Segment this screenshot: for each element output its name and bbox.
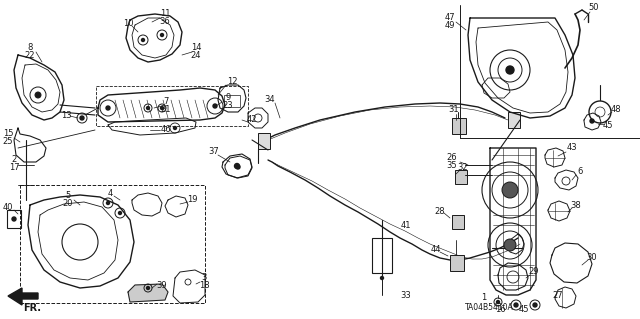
Circle shape	[173, 127, 177, 130]
Text: 12: 12	[227, 78, 237, 86]
Circle shape	[533, 303, 537, 307]
Circle shape	[497, 300, 499, 303]
Circle shape	[506, 66, 514, 74]
Text: 16: 16	[495, 306, 506, 315]
Text: 46: 46	[161, 125, 172, 135]
Bar	[372, 238, 392, 273]
Circle shape	[502, 182, 518, 198]
Text: 8: 8	[28, 43, 33, 53]
Text: 19: 19	[187, 196, 197, 204]
Text: 20: 20	[63, 199, 73, 209]
Text: 2: 2	[12, 155, 17, 165]
Text: 44: 44	[431, 246, 441, 255]
Text: TA04B5410A: TA04B5410A	[465, 303, 514, 313]
Circle shape	[106, 106, 110, 110]
Text: 24: 24	[191, 51, 201, 61]
Bar	[7, 210, 21, 228]
Text: 23: 23	[223, 101, 234, 110]
Bar	[452, 118, 466, 134]
Circle shape	[161, 33, 163, 36]
Text: 14: 14	[191, 43, 201, 53]
Bar	[508, 112, 520, 128]
Text: 48: 48	[611, 106, 621, 115]
Text: 25: 25	[3, 137, 13, 146]
Circle shape	[147, 107, 150, 109]
Text: 31: 31	[449, 106, 460, 115]
Text: 29: 29	[529, 268, 540, 277]
Bar	[96, 86, 248, 126]
Circle shape	[141, 39, 145, 41]
Text: 45: 45	[519, 306, 529, 315]
Text: 5: 5	[65, 191, 70, 201]
Circle shape	[118, 211, 122, 214]
Polygon shape	[8, 288, 38, 305]
Text: 35: 35	[447, 161, 458, 170]
Text: 11: 11	[160, 10, 170, 19]
Text: 33: 33	[401, 292, 412, 300]
Text: 41: 41	[401, 220, 412, 229]
Text: 3: 3	[202, 273, 207, 283]
Text: 38: 38	[571, 202, 581, 211]
Circle shape	[35, 92, 41, 98]
Text: 28: 28	[435, 207, 445, 217]
Text: 50: 50	[589, 4, 599, 12]
Text: 32: 32	[458, 164, 468, 173]
Text: 17: 17	[9, 164, 19, 173]
Text: 27: 27	[553, 292, 563, 300]
Text: 4: 4	[108, 189, 113, 198]
Circle shape	[234, 164, 239, 168]
Text: 45: 45	[603, 122, 613, 130]
Text: 37: 37	[209, 147, 220, 157]
Bar	[452, 215, 464, 229]
Circle shape	[147, 286, 150, 290]
Text: 47: 47	[445, 13, 455, 23]
Circle shape	[504, 239, 516, 251]
Bar	[224, 95, 240, 107]
Circle shape	[12, 217, 16, 221]
Text: 43: 43	[566, 144, 577, 152]
Text: 30: 30	[587, 254, 597, 263]
Text: 42: 42	[247, 115, 257, 124]
Text: 15: 15	[3, 130, 13, 138]
Circle shape	[590, 119, 594, 123]
Text: 1: 1	[481, 293, 486, 302]
Circle shape	[80, 116, 84, 120]
Text: 6: 6	[577, 167, 582, 176]
Text: 22: 22	[25, 51, 35, 61]
Text: 39: 39	[157, 281, 167, 291]
Polygon shape	[128, 284, 168, 302]
Text: 13: 13	[61, 110, 71, 120]
Text: 10: 10	[123, 19, 133, 28]
Circle shape	[161, 107, 163, 109]
Text: 34: 34	[265, 95, 275, 105]
Text: 26: 26	[447, 153, 458, 162]
Text: FR.: FR.	[23, 303, 41, 313]
Bar	[455, 170, 467, 184]
Circle shape	[236, 165, 240, 169]
Text: 18: 18	[198, 281, 209, 291]
Text: 36: 36	[159, 18, 170, 26]
Text: 49: 49	[445, 21, 455, 31]
Text: 7: 7	[163, 98, 169, 107]
Circle shape	[381, 277, 383, 279]
Circle shape	[213, 104, 217, 108]
Text: 40: 40	[3, 204, 13, 212]
Text: 21: 21	[161, 106, 172, 115]
Bar	[450, 255, 464, 271]
Bar	[258, 133, 270, 149]
Circle shape	[514, 303, 518, 307]
Text: 9: 9	[225, 93, 230, 102]
Circle shape	[106, 202, 109, 204]
Bar	[20, 185, 205, 303]
